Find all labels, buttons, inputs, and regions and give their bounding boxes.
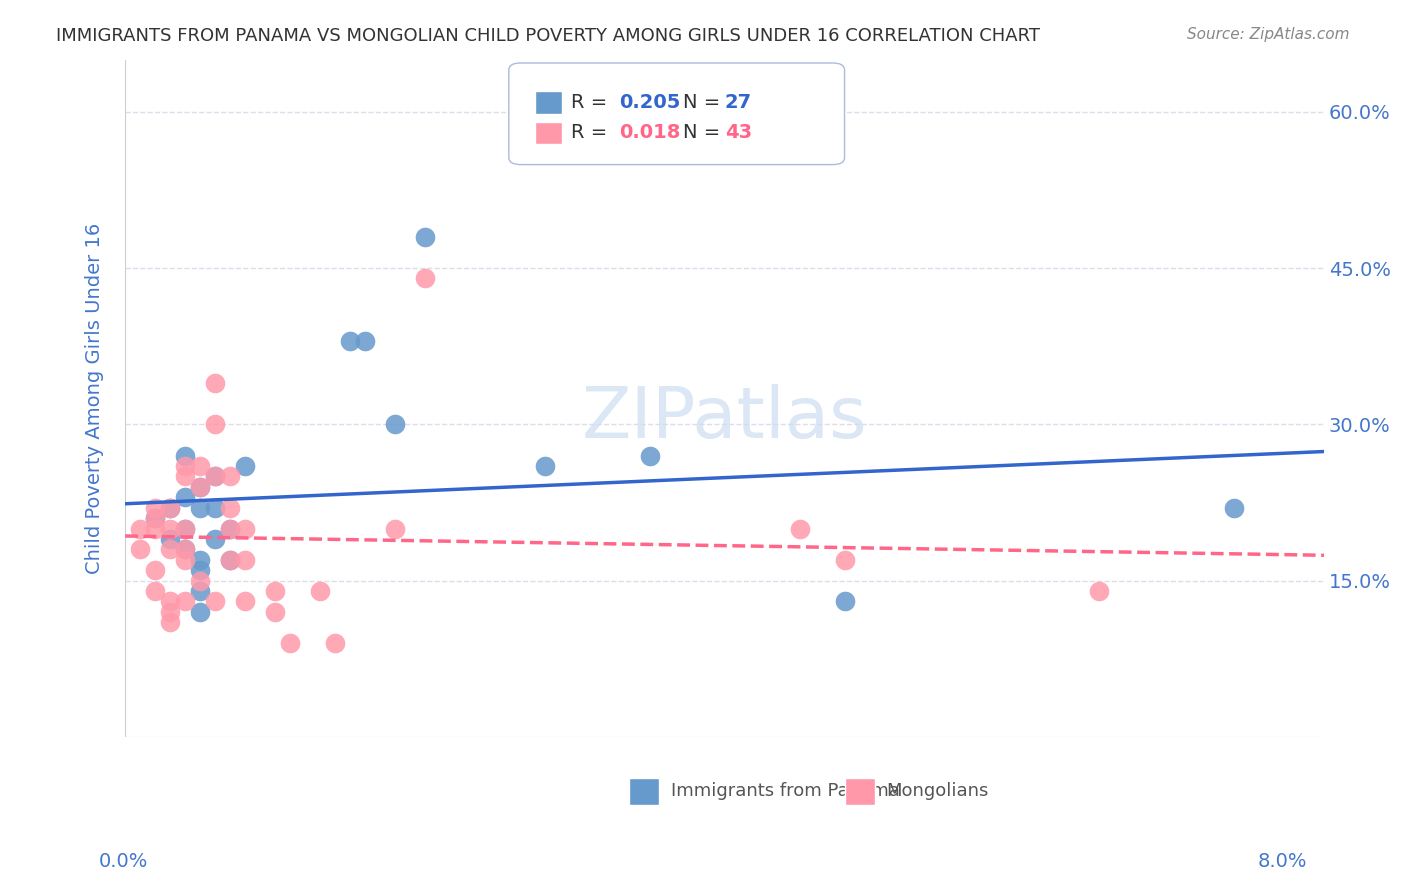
Point: [143, 511, 166, 525]
Point: [143, 522, 166, 536]
Point: [354, 334, 377, 348]
Point: [204, 376, 226, 390]
Text: 43: 43: [724, 123, 752, 142]
Text: N =: N =: [683, 93, 725, 112]
Text: 8.0%: 8.0%: [1258, 852, 1308, 871]
Point: [159, 532, 181, 546]
Point: [233, 594, 256, 608]
Text: Mongolians: Mongolians: [887, 782, 988, 800]
Point: [533, 458, 555, 473]
Point: [143, 511, 166, 525]
Text: 27: 27: [724, 93, 752, 112]
Point: [233, 458, 256, 473]
FancyBboxPatch shape: [509, 63, 845, 165]
FancyBboxPatch shape: [628, 778, 658, 805]
Point: [188, 563, 211, 577]
Point: [789, 522, 811, 536]
Point: [174, 522, 197, 536]
Point: [188, 500, 211, 515]
Point: [278, 636, 301, 650]
Point: [159, 594, 181, 608]
Point: [413, 271, 436, 285]
Point: [159, 522, 181, 536]
Point: [174, 469, 197, 483]
Point: [219, 500, 242, 515]
Text: Immigrants from Panama: Immigrants from Panama: [671, 782, 900, 800]
Point: [174, 594, 197, 608]
Point: [174, 542, 197, 557]
Point: [219, 522, 242, 536]
Point: [159, 500, 181, 515]
Point: [219, 469, 242, 483]
Point: [384, 522, 406, 536]
Text: 0.018: 0.018: [619, 123, 681, 142]
Point: [1088, 584, 1111, 599]
Text: 0.0%: 0.0%: [98, 852, 148, 871]
Point: [834, 594, 856, 608]
Point: [174, 449, 197, 463]
Text: R =: R =: [571, 93, 613, 112]
Point: [834, 553, 856, 567]
Point: [309, 584, 332, 599]
Point: [219, 522, 242, 536]
Point: [188, 605, 211, 619]
FancyBboxPatch shape: [536, 92, 561, 114]
FancyBboxPatch shape: [845, 778, 875, 805]
Point: [159, 500, 181, 515]
Point: [638, 449, 661, 463]
Text: Source: ZipAtlas.com: Source: ZipAtlas.com: [1187, 27, 1350, 42]
Point: [204, 469, 226, 483]
Text: 0.205: 0.205: [619, 93, 681, 112]
Point: [188, 458, 211, 473]
Y-axis label: Child Poverty Among Girls Under 16: Child Poverty Among Girls Under 16: [86, 223, 104, 574]
Point: [143, 563, 166, 577]
Point: [174, 522, 197, 536]
Point: [219, 553, 242, 567]
Point: [143, 584, 166, 599]
Point: [159, 605, 181, 619]
Point: [204, 417, 226, 432]
FancyBboxPatch shape: [536, 122, 561, 145]
Point: [339, 334, 361, 348]
Point: [188, 553, 211, 567]
Point: [188, 480, 211, 494]
Point: [413, 229, 436, 244]
Point: [174, 553, 197, 567]
Point: [188, 584, 211, 599]
Point: [188, 574, 211, 588]
Point: [174, 490, 197, 504]
Point: [204, 532, 226, 546]
Text: N =: N =: [683, 123, 725, 142]
Point: [204, 500, 226, 515]
Point: [204, 469, 226, 483]
Point: [159, 615, 181, 630]
Point: [219, 553, 242, 567]
Point: [159, 542, 181, 557]
Point: [384, 417, 406, 432]
Point: [174, 542, 197, 557]
Point: [129, 542, 152, 557]
Text: ZIPatlas: ZIPatlas: [582, 384, 868, 453]
Point: [1223, 500, 1246, 515]
Point: [233, 553, 256, 567]
Point: [323, 636, 346, 650]
Point: [233, 522, 256, 536]
Text: IMMIGRANTS FROM PANAMA VS MONGOLIAN CHILD POVERTY AMONG GIRLS UNDER 16 CORRELATI: IMMIGRANTS FROM PANAMA VS MONGOLIAN CHIL…: [56, 27, 1040, 45]
Text: R =: R =: [571, 123, 613, 142]
Point: [188, 480, 211, 494]
Point: [264, 584, 287, 599]
Point: [129, 522, 152, 536]
Point: [264, 605, 287, 619]
Point: [143, 500, 166, 515]
Point: [174, 458, 197, 473]
Point: [204, 594, 226, 608]
